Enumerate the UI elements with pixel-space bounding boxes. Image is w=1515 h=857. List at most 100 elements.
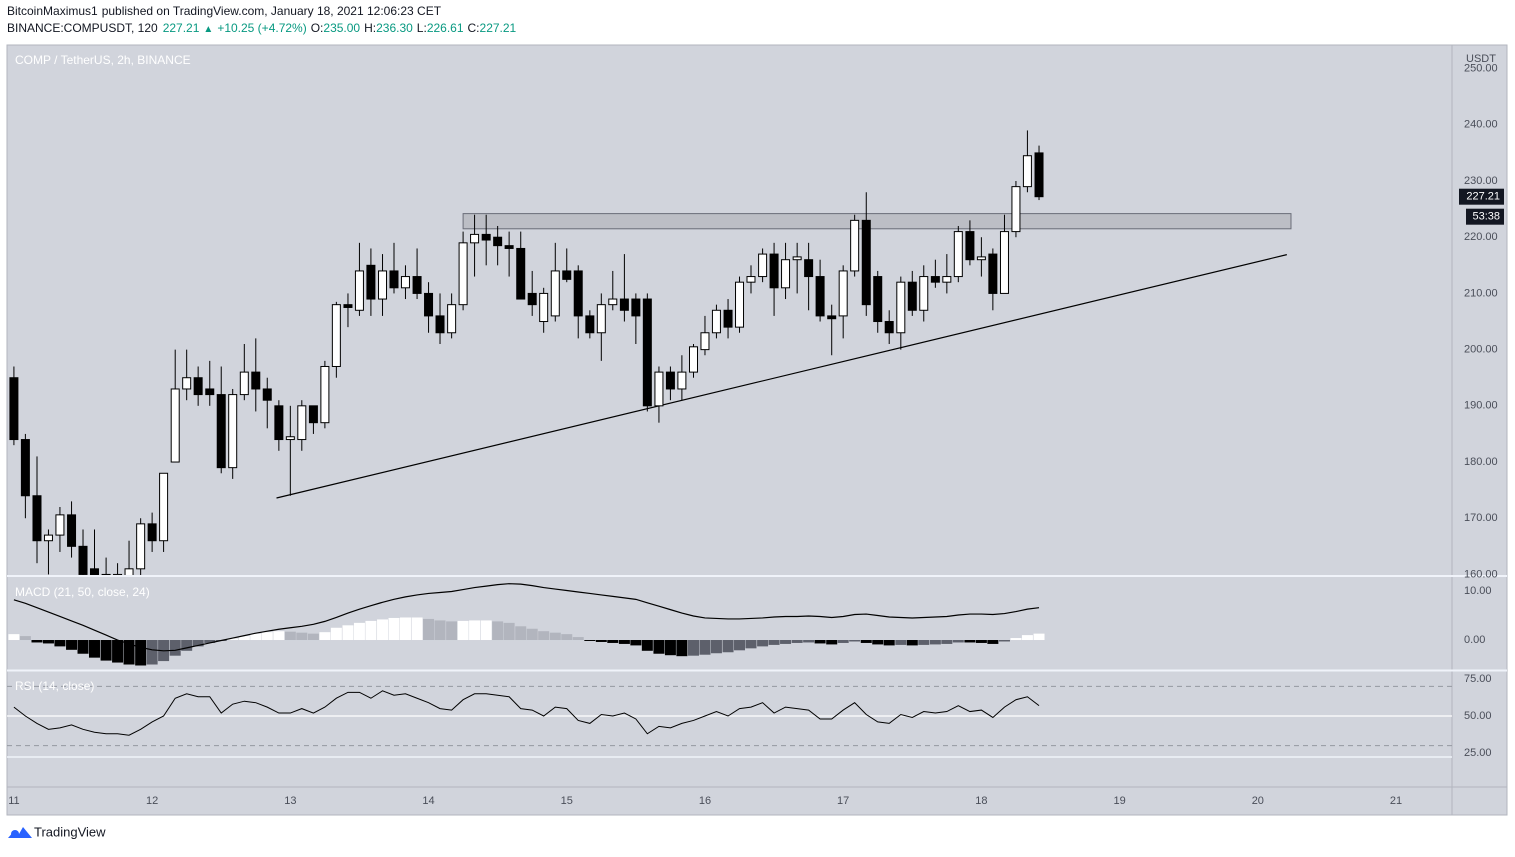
y-tick-label: 50.00 [1464,710,1492,722]
candle-body [343,304,353,308]
ohlc-label: H: [364,21,376,35]
candle-body [907,281,917,311]
histogram-bar [469,620,481,641]
x-tick-label: 19 [1113,795,1125,807]
histogram-bar [365,620,377,641]
y-tick-label: 250.00 [1464,63,1498,75]
candle-body [573,270,583,317]
candle-body [32,495,42,542]
last-price-label: 227.21 [1466,191,1500,203]
candle-body [366,264,376,300]
ohlc-value: 226.61 [427,21,464,35]
histogram-bar [423,618,435,641]
histogram-bar [480,620,492,641]
candle-body [781,259,791,289]
histogram-bar [112,640,124,663]
histogram-bar [975,640,987,643]
candle-body [965,231,975,261]
candle-body [308,405,318,424]
candle-body [274,405,284,441]
candle-body [642,298,652,407]
candle-body [458,242,468,306]
candle-body [89,568,99,575]
histogram-bar [757,640,769,647]
candle-body [688,346,698,373]
candle-body [723,309,733,328]
candle-body [884,321,894,334]
header-line: BINANCE:COMPUSDT, 120 227.21 ▲ +10.25 (+4.7… [7,21,517,35]
histogram-bar [929,640,941,645]
candle-body [827,315,837,320]
histogram-bar [31,640,43,643]
histogram-bar [538,631,550,641]
price-unit: USDT [1466,53,1496,65]
candle-body [435,315,445,334]
candle-body [504,245,514,249]
candle-body [20,439,30,497]
candle-body [470,233,480,244]
histogram-bar [687,640,699,656]
histogram-bar [526,628,538,641]
candle-body [251,371,261,390]
candle-body [493,236,503,247]
published: published on TradingView.com, January 18… [102,4,442,18]
pane-title: MACD (21, 50, close, 24) [15,585,150,599]
candle-body [769,253,779,289]
histogram-bar [780,640,792,644]
candle-body [665,371,675,390]
pane [9,130,1292,575]
histogram-bar [1033,633,1045,641]
histogram-bar [135,640,147,666]
histogram-bar [192,640,204,647]
histogram-bar [918,640,930,645]
candle-body [1034,152,1044,198]
candle-body [113,573,123,575]
histogram-bar [641,640,653,651]
candle-body [850,219,860,272]
candle-body [596,304,606,334]
histogram-bar [814,640,826,644]
y-tick-label: 25.00 [1464,747,1492,759]
candle-body [262,388,272,401]
candle-body [205,388,215,396]
candle-body [297,405,307,441]
candle-body [988,253,998,294]
histogram-bar [330,627,342,641]
ohlc-value: 236.30 [376,21,413,35]
candle-body [424,292,434,317]
candle-body [354,270,364,311]
x-tick-label: 11 [8,795,19,807]
change-arrow: ▲ [203,24,213,35]
histogram-bar [826,640,838,645]
last-price-box [1459,188,1504,205]
histogram-bar [1010,638,1022,641]
candle-body [389,270,399,289]
candle-body [953,231,963,278]
x-tick-label: 12 [146,795,158,807]
histogram-bar [998,640,1010,642]
y-tick-label: 10.00 [1464,585,1492,597]
x-tick-label: 18 [975,795,987,807]
histogram-bar [745,640,757,649]
candle-body [516,247,526,300]
histogram-bar [849,640,861,642]
change: +10.25 (+4.72%) [217,21,306,35]
histogram-bar [791,640,803,643]
symbol: BINANCE:COMPUSDT, 120 [7,21,158,35]
histogram-bar [699,640,711,655]
x-tick-label: 16 [699,795,711,807]
candle-body [815,276,825,317]
histogram-bar [353,622,365,641]
candle-body [9,377,19,441]
histogram-bar [204,640,216,643]
histogram-bar [561,634,573,641]
candle-body [43,534,53,542]
countdown-label: 53:38 [1472,211,1500,223]
histogram-bar [123,640,135,665]
candle-body [182,377,192,390]
candle-body [481,233,491,241]
histogram-bar [8,634,20,641]
candle-body [550,270,560,317]
author: BitcoinMaximus1 [7,4,98,18]
